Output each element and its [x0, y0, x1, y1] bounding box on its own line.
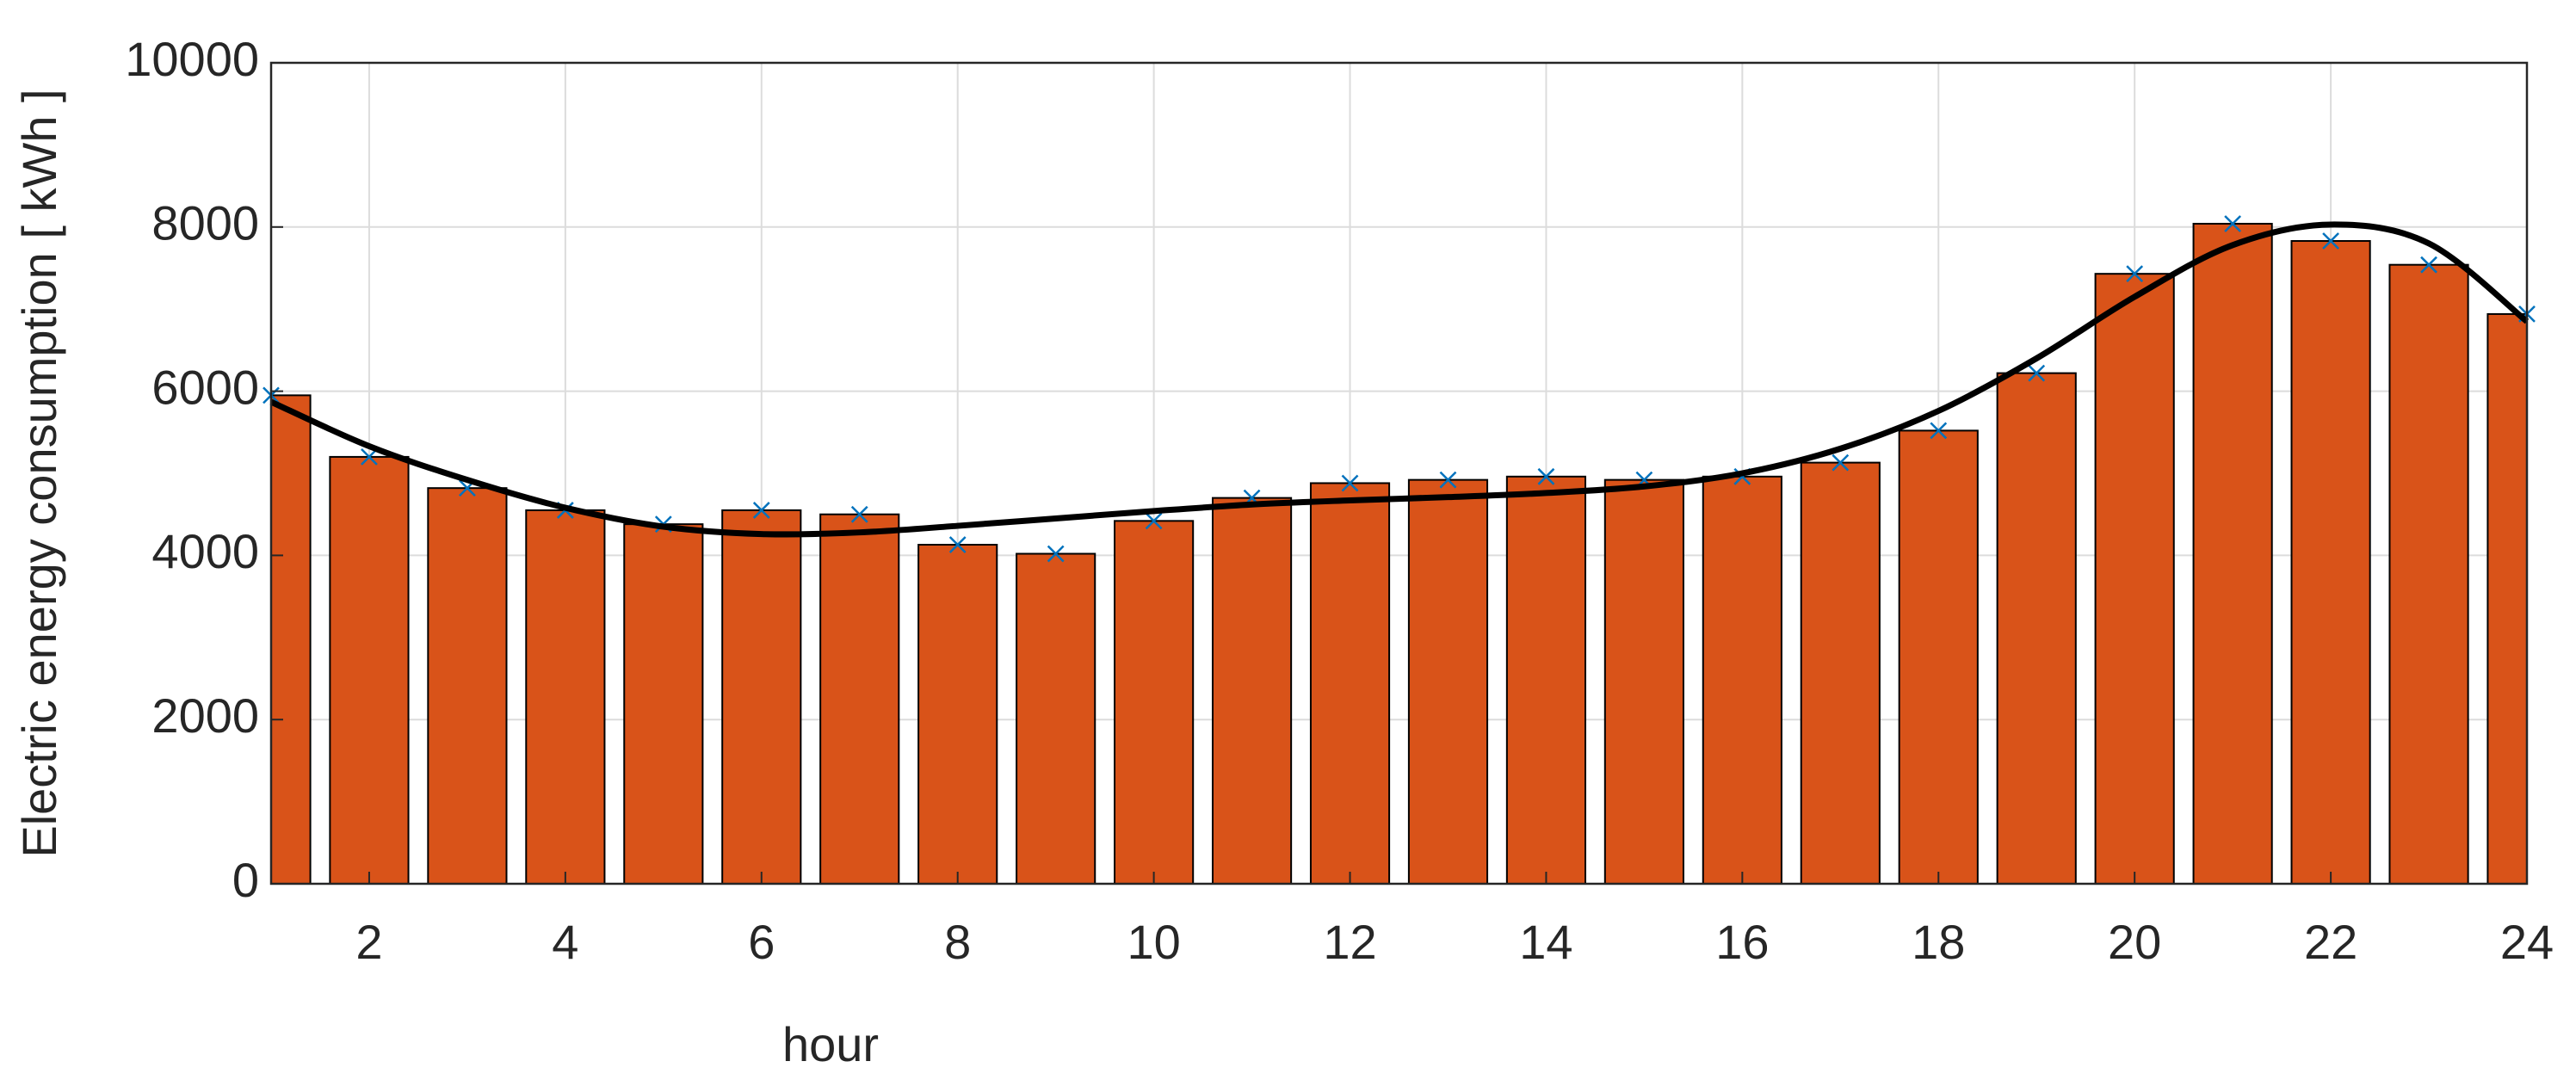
marker — [2322, 232, 2339, 250]
marker — [1047, 545, 1065, 563]
bar — [1898, 429, 1979, 884]
y-tick-label: 6000 — [151, 360, 259, 414]
plot-frame — [269, 61, 2529, 885]
bar — [721, 509, 802, 884]
marker — [850, 505, 868, 523]
bar — [1505, 475, 1587, 884]
x-tick-label: 24 — [2500, 915, 2554, 969]
bar — [329, 455, 410, 884]
fit-line — [269, 221, 2530, 538]
bar — [819, 513, 900, 884]
x-tick-label: 4 — [552, 915, 578, 969]
y-tick-label: 2000 — [151, 688, 259, 743]
y-tick-label: 10000 — [125, 32, 259, 86]
x-axis-label: hour — [782, 1017, 879, 1071]
x-tick-label: 12 — [1323, 915, 1376, 969]
x-tick-label: 8 — [944, 915, 971, 969]
y-tick-label: 8000 — [151, 196, 259, 250]
bar — [1016, 552, 1096, 884]
bar — [917, 543, 998, 884]
bar — [1996, 372, 2077, 884]
marker — [1537, 467, 1555, 485]
marker — [1341, 474, 1359, 492]
x-tick-label: 18 — [1912, 915, 1965, 969]
y-axis-label: Electric energy consumption [ kWh ] — [12, 89, 66, 857]
bar — [427, 487, 508, 884]
plot-area — [271, 63, 2527, 884]
bar — [1407, 478, 1489, 884]
marker — [752, 502, 770, 519]
marker — [2126, 265, 2144, 283]
x-tick-label: 14 — [1519, 915, 1572, 969]
marker — [2224, 215, 2242, 232]
bar — [2388, 263, 2469, 884]
bar — [623, 523, 704, 884]
bar — [1114, 520, 1195, 884]
marker — [948, 536, 967, 553]
bar — [1211, 497, 1293, 884]
bar — [1603, 478, 1684, 884]
bar — [2290, 240, 2371, 884]
marker — [1439, 471, 1457, 489]
bar — [2486, 312, 2527, 884]
bar — [1309, 482, 1391, 884]
bar — [2192, 222, 2273, 884]
marker — [2420, 256, 2437, 274]
x-tick-label: 16 — [1715, 915, 1769, 969]
x-tick-label: 2 — [355, 915, 382, 969]
y-tick-label: 4000 — [151, 524, 259, 578]
marker — [1930, 422, 1948, 440]
bar — [525, 509, 606, 884]
x-tick-label: 22 — [2304, 915, 2357, 969]
marker — [1832, 454, 1850, 472]
y-tick-label: 0 — [232, 853, 259, 907]
marker — [1145, 512, 1163, 530]
bar — [1702, 475, 1782, 884]
x-tick-label: 10 — [1127, 915, 1180, 969]
x-tick-label: 6 — [748, 915, 775, 969]
marker — [361, 448, 378, 466]
bar — [1800, 461, 1881, 884]
x-tick-label: 20 — [2108, 915, 2161, 969]
marker — [2028, 364, 2046, 382]
bar — [2094, 273, 2175, 884]
bar — [271, 394, 312, 884]
